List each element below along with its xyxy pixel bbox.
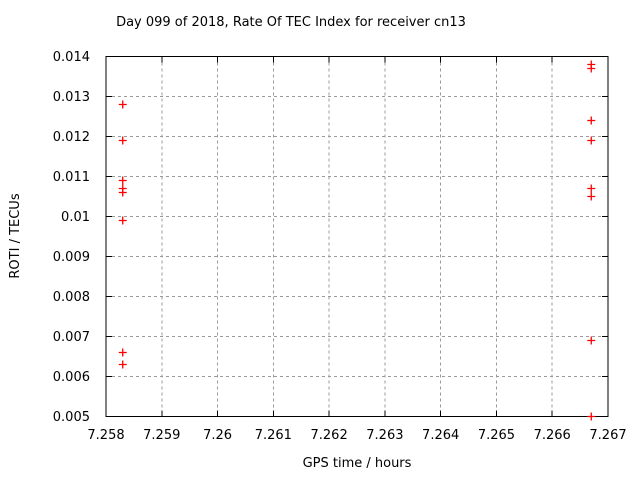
- data-points: [118, 60, 596, 421]
- y-tick-label: 0.011: [53, 170, 90, 185]
- data-point-marker: [118, 136, 127, 145]
- data-point-marker: [118, 100, 127, 109]
- data-point-marker: [118, 216, 127, 225]
- x-tick-label: 7.262: [311, 428, 348, 443]
- y-tick-label: 0.012: [53, 130, 90, 145]
- y-tick-label: 0.007: [53, 330, 90, 345]
- tick-labels: 7.258 7.259 7.26 7.261 7.262 7.263 7.264 7.265 7…: [53, 50, 627, 443]
- x-tick-label: 7.258: [87, 428, 124, 443]
- data-point-marker: [587, 64, 596, 73]
- axis-ticks: [105, 56, 609, 417]
- data-point-marker: [118, 176, 127, 185]
- x-tick-label: 7.264: [422, 428, 459, 443]
- y-tick-label: 0.013: [53, 90, 90, 105]
- plot-border: [105, 56, 609, 417]
- y-tick-label: 0.014: [53, 50, 90, 65]
- y-tick-label: 0.009: [53, 250, 90, 265]
- y-tick-label: 0.006: [53, 370, 90, 385]
- x-tick-label: 7.265: [478, 428, 515, 443]
- data-point-marker: [587, 116, 596, 125]
- x-tick-label: 7.266: [534, 428, 571, 443]
- y-tick-label: 0.005: [53, 410, 90, 425]
- data-point-marker: [118, 188, 127, 197]
- data-point-marker: [587, 192, 596, 201]
- data-point-marker: [587, 412, 596, 421]
- grid-lines: [106, 56, 608, 417]
- data-point-marker: [118, 360, 127, 369]
- data-point-marker: [118, 348, 127, 357]
- chart-title: Day 099 of 2018, Rate Of TEC Index for r…: [116, 15, 466, 30]
- x-axis-label: GPS time / hours: [303, 456, 412, 471]
- x-tick-label: 7.259: [143, 428, 180, 443]
- y-tick-label: 0.008: [53, 290, 90, 305]
- y-tick-label: 0.01: [61, 210, 90, 225]
- x-tick-label: 7.263: [366, 428, 403, 443]
- x-tick-label: 7.267: [589, 428, 626, 443]
- data-point-marker: [587, 184, 596, 193]
- data-point-marker: [587, 336, 596, 345]
- x-tick-label: 7.26: [203, 428, 232, 443]
- y-axis-label: ROTI / TECUs: [8, 193, 23, 278]
- x-tick-label: 7.261: [255, 428, 292, 443]
- data-point-marker: [587, 136, 596, 145]
